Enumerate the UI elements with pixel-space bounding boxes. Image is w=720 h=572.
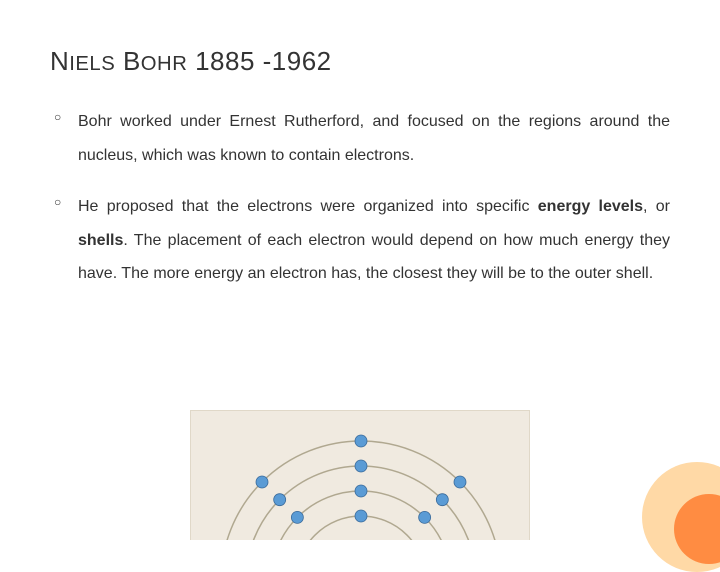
title-name: NIELS BOHR — [50, 46, 187, 76]
slide: NIELS BOHR 1885 -1962 Bohr worked under … — [0, 0, 720, 540]
atom-svg — [191, 411, 530, 540]
atom-diagram — [190, 410, 530, 540]
slide-title: NIELS BOHR 1885 -1962 — [50, 46, 670, 77]
title-dates: 1885 -1962 — [195, 46, 332, 76]
bullet-item: He proposed that the electrons were orga… — [50, 190, 670, 291]
bullet-list: Bohr worked under Ernest Rutherford, and… — [50, 105, 670, 291]
bullet-item: Bohr worked under Ernest Rutherford, and… — [50, 105, 670, 172]
